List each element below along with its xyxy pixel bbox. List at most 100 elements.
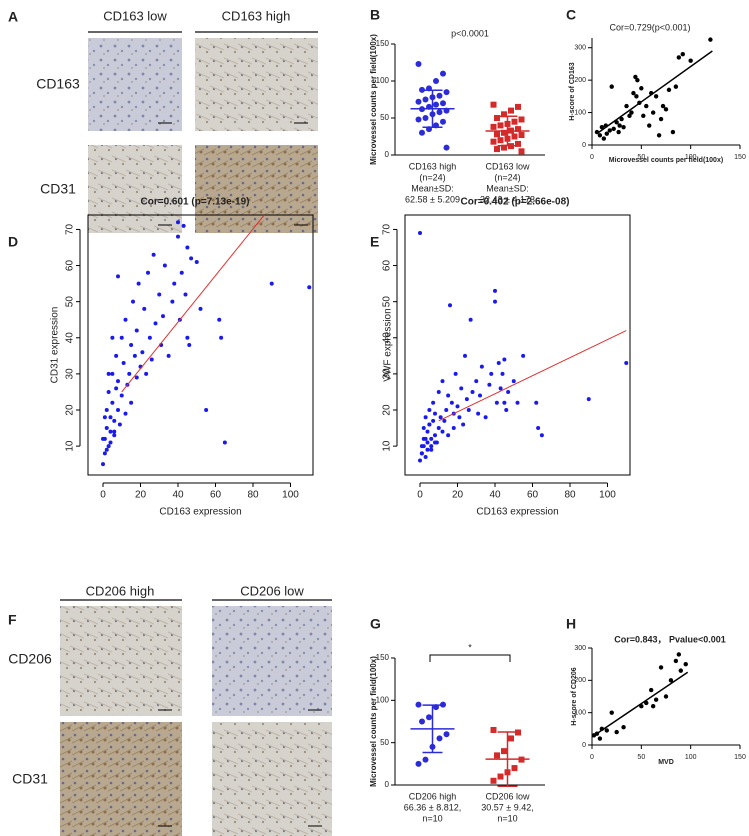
data-point xyxy=(650,110,656,115)
x-tick-label: 80 xyxy=(564,490,576,501)
data-point xyxy=(658,665,664,670)
data-point xyxy=(419,451,424,456)
data-point xyxy=(142,306,147,311)
data-point xyxy=(518,116,525,123)
data-point xyxy=(415,760,422,767)
data-point xyxy=(166,353,171,358)
data-point xyxy=(443,731,450,738)
data-point xyxy=(433,411,437,416)
y-tick-label: 60 xyxy=(65,260,76,272)
data-point xyxy=(461,422,466,427)
y-tick-label: 0 xyxy=(385,780,390,789)
data-point xyxy=(104,408,109,412)
data-point xyxy=(433,440,437,445)
data-point xyxy=(189,256,194,261)
y-axis-label: VWF expression xyxy=(383,308,394,381)
data-point xyxy=(668,678,674,683)
data-point xyxy=(487,382,492,387)
data-point xyxy=(436,389,441,394)
micrograph xyxy=(195,145,318,233)
data-point xyxy=(444,408,449,412)
data-point xyxy=(448,303,452,308)
x-axis-label: CD163 expression xyxy=(159,507,241,518)
data-point xyxy=(102,415,107,420)
x-tick-label: 80 xyxy=(247,490,259,501)
x-tick-label: 60 xyxy=(527,490,539,501)
data-point xyxy=(680,52,685,57)
data-point xyxy=(518,132,525,139)
y-tick-label: 60 xyxy=(382,260,393,272)
data-point xyxy=(440,118,446,125)
data-point xyxy=(421,426,426,431)
data-point xyxy=(611,126,616,131)
data-point xyxy=(114,386,119,391)
x-tick-label: CD163 low xyxy=(485,161,530,171)
data-point xyxy=(501,111,507,118)
data-point xyxy=(511,765,518,772)
data-point xyxy=(476,411,481,416)
data-point xyxy=(616,129,621,135)
data-point xyxy=(436,426,441,431)
data-point xyxy=(666,87,672,93)
data-point xyxy=(678,668,683,673)
row-label: CD31 xyxy=(12,771,48,787)
data-point xyxy=(501,144,507,151)
data-point xyxy=(134,375,139,380)
data-point xyxy=(415,98,422,105)
x-tick-label: 0 xyxy=(590,154,594,161)
data-point xyxy=(635,77,640,83)
data-point xyxy=(436,92,443,99)
data-point xyxy=(597,133,603,138)
data-point xyxy=(494,752,500,759)
fit-line xyxy=(596,50,713,135)
data-point xyxy=(176,220,180,225)
data-point xyxy=(470,389,475,394)
y-tick-label: 0 xyxy=(582,742,586,749)
data-point xyxy=(494,146,500,153)
y-tick-label: 40 xyxy=(382,332,393,344)
x-tick-label: Mean±SD: xyxy=(411,183,453,193)
x-tick-label: 62.58 ± 5.209 xyxy=(405,194,460,204)
data-point xyxy=(425,440,430,445)
data-point xyxy=(518,148,525,155)
y-tick-label: 50 xyxy=(380,113,389,122)
data-point xyxy=(307,285,312,290)
x-tick-label: 60 xyxy=(210,490,222,501)
data-point xyxy=(419,86,425,93)
y-tick-label: 100 xyxy=(376,695,390,704)
x-tick-label: 66.36 ± 8.812, xyxy=(404,802,462,812)
data-point xyxy=(219,335,224,340)
data-point xyxy=(116,408,120,412)
x-tick-label: 50 xyxy=(637,754,645,761)
data-point xyxy=(455,404,460,409)
data-point xyxy=(478,393,482,398)
x-tick-label: CD206 high xyxy=(409,791,457,801)
y-axis-label: H-score of CD206 xyxy=(571,667,578,725)
data-point xyxy=(438,415,443,420)
y-tick-label: 100 xyxy=(574,710,586,717)
data-point xyxy=(443,144,450,151)
data-point xyxy=(116,274,120,279)
data-point xyxy=(127,371,132,376)
data-point xyxy=(433,101,439,108)
data-point xyxy=(418,231,422,236)
data-point xyxy=(494,115,500,121)
data-point xyxy=(426,714,432,721)
data-point xyxy=(601,136,607,141)
data-point xyxy=(453,371,458,376)
panel-label: B xyxy=(370,7,380,23)
data-point xyxy=(419,718,425,725)
y-tick-label: 100 xyxy=(574,109,586,116)
data-point xyxy=(633,74,638,80)
plot-frame xyxy=(87,214,314,476)
data-point xyxy=(468,317,473,322)
data-point xyxy=(621,124,626,130)
data-point xyxy=(502,400,507,405)
data-point xyxy=(440,70,446,77)
y-axis-label: H-score of CD163 xyxy=(569,62,576,120)
y-tick-label: 0 xyxy=(385,150,390,159)
data-point xyxy=(134,328,139,333)
data-point xyxy=(101,462,105,467)
data-point xyxy=(132,353,137,358)
